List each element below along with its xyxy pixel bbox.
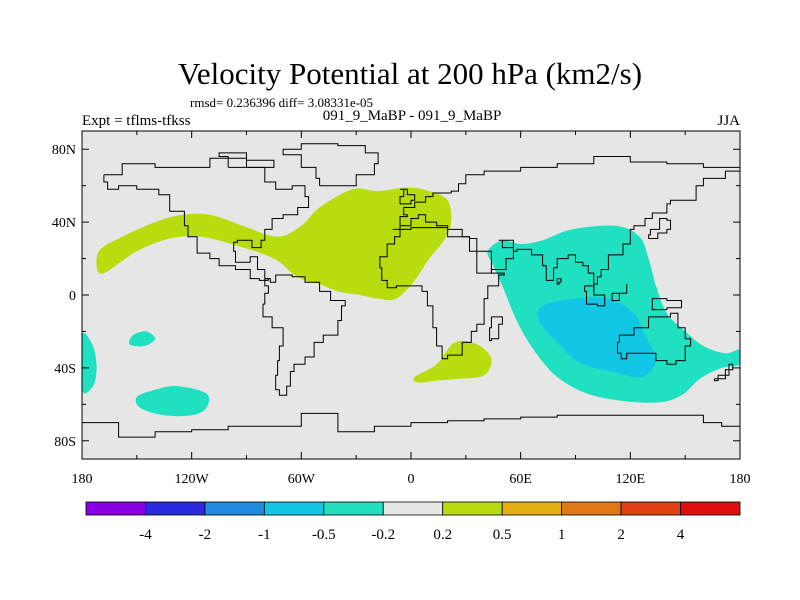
contour-fill-layer xyxy=(82,187,740,417)
y-tick-label: 0 xyxy=(69,289,76,304)
coastline-5 xyxy=(617,312,692,365)
coastline-1 xyxy=(103,157,310,281)
colorbar-label: -4 xyxy=(139,527,152,543)
x-tick-label: 60E xyxy=(509,472,532,487)
colorbar-label: -0.5 xyxy=(312,527,336,543)
x-tick-label: 120E xyxy=(616,472,646,487)
colorbar-swatch xyxy=(501,501,563,516)
colorbar-swatch xyxy=(204,501,265,516)
x-tick-label: 120W xyxy=(175,472,210,487)
colorbar-label: -0.2 xyxy=(371,527,395,543)
coastline-11 xyxy=(584,285,606,307)
coastline-10 xyxy=(648,218,671,239)
coastline-layer xyxy=(82,143,740,438)
colorbar-label: 2 xyxy=(617,527,625,543)
colorbar-swatch xyxy=(263,501,325,516)
x-tick-label: 180 xyxy=(730,472,751,487)
contour-region-6 xyxy=(128,331,156,347)
colorbar-swatch xyxy=(85,501,146,516)
coastline-4 xyxy=(379,227,505,360)
coastline-7 xyxy=(282,143,379,187)
coastline-14 xyxy=(489,316,503,342)
contour-region-4 xyxy=(82,332,97,394)
colorbar-label: -1 xyxy=(258,527,271,543)
colorbar-label: 0.2 xyxy=(433,527,452,543)
y-tick-label: 80N xyxy=(52,143,76,158)
colorbar-swatch xyxy=(680,501,741,516)
x-tick-label: 180 xyxy=(72,472,93,487)
x-tick-label: 60W xyxy=(288,472,316,487)
coastline-9 xyxy=(399,188,416,205)
colorbar-swatch xyxy=(382,501,444,516)
case-label: 091_9_MaBP - 091_9_MaBP xyxy=(323,108,502,124)
coastline-2 xyxy=(262,274,346,396)
colorbar-label: 4 xyxy=(677,527,685,543)
y-tick-label: 80S xyxy=(54,435,76,450)
coastline-8 xyxy=(218,152,275,168)
colorbar-swatch xyxy=(442,501,503,516)
colorbar-label: 0.5 xyxy=(493,527,512,543)
colorbar-label: -2 xyxy=(199,527,212,543)
y-axis: 80N 40N 0 40S 80S xyxy=(52,143,740,450)
chart-title: Velocity Potential at 200 hPa (km2/s) xyxy=(178,56,642,91)
colorbar-swatch xyxy=(561,501,622,516)
coastline-12 xyxy=(611,284,628,301)
season-label: JJA xyxy=(717,113,740,129)
x-tick-label: 0 xyxy=(408,472,415,487)
colorbar-swatch xyxy=(323,501,384,516)
colorbar: -4 -2 -1 -0.5 -0.2 0.2 0.5 1 2 4 xyxy=(85,501,741,543)
y-tick-label: 40N xyxy=(52,216,76,231)
coastline-16 xyxy=(556,278,562,285)
experiment-label: Expt = tflms-tfkss xyxy=(82,113,191,129)
coastline-15 xyxy=(713,363,734,382)
stats-label: rmsd= 0.236396 diff= 3.08331e-05 xyxy=(190,95,373,110)
contour-region-1 xyxy=(96,187,452,301)
colorbar-swatch xyxy=(145,501,206,516)
coastline-13 xyxy=(651,298,682,311)
x-axis: 180 120W 60W 0 60E 120E 180 xyxy=(72,131,751,487)
colorbar-label: 1 xyxy=(558,527,566,543)
y-tick-label: 40S xyxy=(54,362,76,377)
colorbar-swatch xyxy=(620,501,681,516)
coastline-6 xyxy=(82,412,740,438)
contour-region-2 xyxy=(413,340,492,383)
contour-region-5 xyxy=(135,386,210,417)
